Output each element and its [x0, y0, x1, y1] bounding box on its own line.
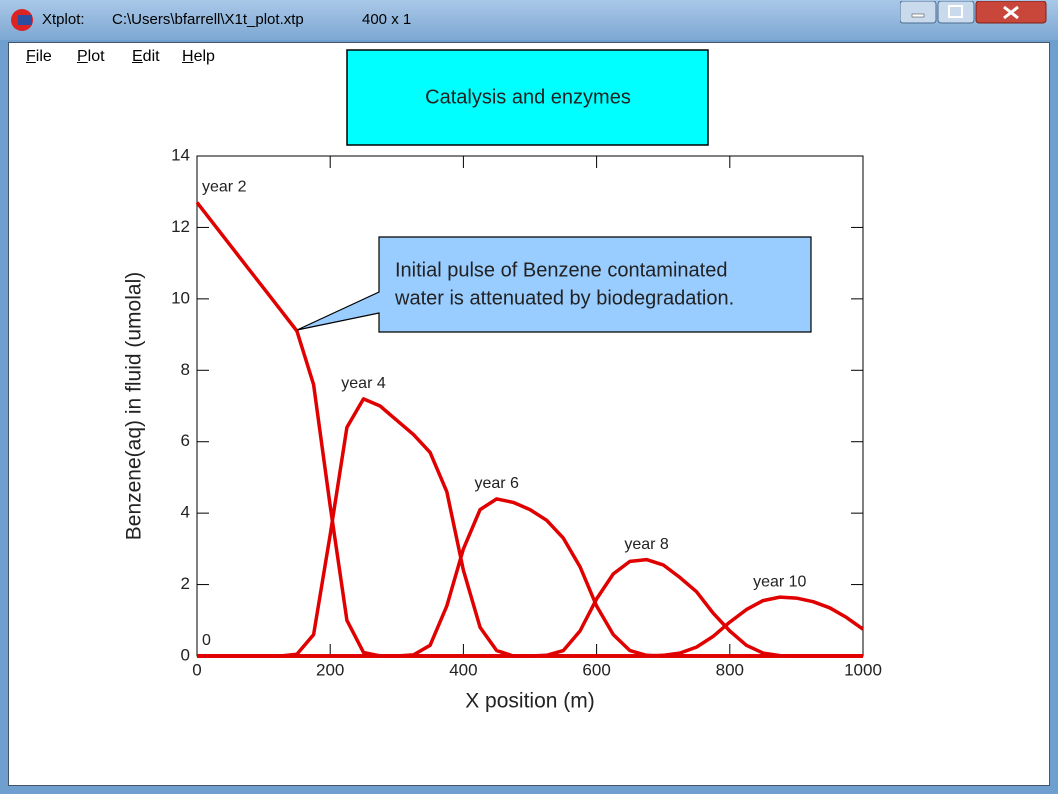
close-icon	[1003, 5, 1019, 20]
title-bar: Xtplot: C:\Users\bfarrell\X1t_plot.xtp 4…	[0, 0, 1058, 40]
minimize-icon	[911, 13, 925, 18]
y-axis-label: Benzene(aq) in fluid (umolal)	[123, 272, 146, 540]
y-tick-label: 8	[181, 360, 190, 379]
x-tick-label: 0	[192, 660, 201, 679]
data-line	[197, 595, 865, 658]
y-tick-label: 12	[171, 217, 190, 236]
menu-bar: File Plot Edit Help	[9, 43, 1049, 69]
y-tick-label: 10	[171, 288, 190, 307]
chart-title: Catalysis and enzymes	[425, 86, 631, 108]
x-tick-label: 200	[316, 660, 344, 679]
y-tick-label: 14	[171, 145, 190, 164]
menu-item[interactable]: File	[26, 48, 52, 65]
menu-item[interactable]: Edit	[132, 48, 160, 65]
annotation-text: water is attenuated by biodegradation.	[394, 287, 734, 309]
menu-item[interactable]: Plot	[77, 48, 105, 65]
data-line	[197, 397, 863, 658]
y-tick-label: 2	[181, 574, 190, 593]
window-size: 400 x 1	[362, 11, 412, 28]
app-icon	[11, 9, 33, 31]
callout	[296, 236, 812, 333]
y-tick-label: 0	[181, 645, 190, 664]
x-tick-label: 1000	[844, 660, 882, 679]
window-file: C:\Users\bfarrell\X1t_plot.xtp	[112, 11, 304, 28]
x-tick-label: 800	[716, 660, 744, 679]
curve-label: year 2	[202, 179, 247, 196]
y-tick-label: 4	[181, 503, 190, 522]
curve-label: year 10	[753, 573, 806, 590]
curve-label: year 6	[474, 475, 519, 492]
curve-label: 0	[202, 632, 211, 649]
x-axis-label: X position (m)	[465, 690, 595, 713]
maximize-icon	[948, 5, 963, 18]
menu-item[interactable]: Help	[182, 48, 215, 65]
minimize-button[interactable]	[900, 1, 937, 24]
window-title: Xtplot:	[42, 11, 85, 28]
y-tick-label: 6	[181, 431, 190, 450]
annotation-text: Initial pulse of Benzene contaminated	[395, 259, 727, 281]
maximize-button[interactable]	[937, 1, 975, 24]
curve-label: year 4	[341, 375, 386, 392]
x-tick-label: 400	[449, 660, 477, 679]
client-area	[8, 42, 1050, 786]
title-box	[346, 49, 709, 146]
x-tick-label: 600	[582, 660, 610, 679]
window-controls	[900, 1, 1047, 24]
curve-label: year 8	[624, 536, 669, 553]
